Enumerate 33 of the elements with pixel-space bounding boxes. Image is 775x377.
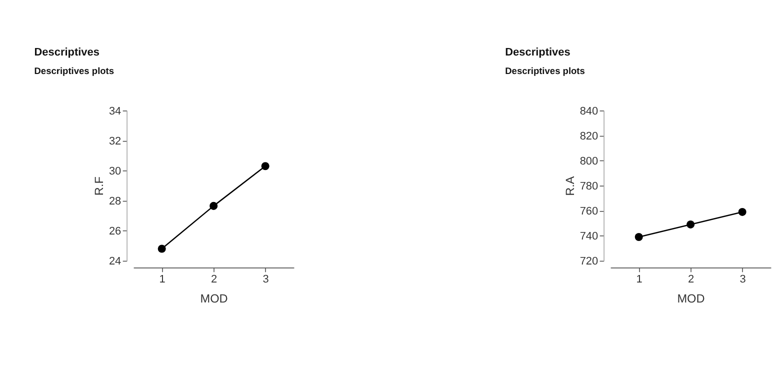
y-tick-label: 24 [108, 256, 122, 268]
point [158, 244, 166, 253]
y-tick-label: 26 [108, 226, 122, 238]
point [261, 162, 270, 170]
y-tick-label: 30 [108, 165, 122, 178]
chart-subtitle: Descriptives plots [505, 66, 585, 76]
y-tick-label: 780 [580, 180, 598, 192]
y-tick-label: 28 [108, 195, 122, 208]
chart-title: Descriptives [34, 46, 100, 59]
y-tick-label: 800 [580, 155, 598, 168]
y-tick-label: 720 [580, 256, 598, 268]
x-tick-label: 1 [159, 273, 166, 286]
x-axis-title: MOD [677, 292, 705, 306]
y-tick-label: 760 [580, 205, 598, 218]
x-tick-label: 3 [740, 273, 746, 286]
y-tick-label: 840 [580, 105, 598, 118]
y-tick-label: 740 [580, 230, 598, 243]
y-axis-title: R.A [562, 176, 577, 196]
x-tick-label: 3 [262, 273, 269, 286]
point [686, 220, 695, 228]
point [738, 208, 746, 216]
chart-subtitle: Descriptives plots [34, 66, 114, 76]
point [210, 202, 218, 210]
y-tick-label: 34 [108, 105, 122, 118]
y-tick-label: 32 [108, 135, 122, 148]
x-tick-label: 2 [688, 273, 694, 286]
chart-title: Descriptives [505, 46, 570, 59]
y-tick-label: 820 [580, 130, 598, 142]
x-tick-label: 2 [210, 273, 218, 286]
point [634, 233, 643, 241]
x-axis-title: MOD [200, 292, 228, 306]
y-axis-title: R.F [92, 176, 106, 196]
x-tick-label: 1 [636, 273, 642, 286]
